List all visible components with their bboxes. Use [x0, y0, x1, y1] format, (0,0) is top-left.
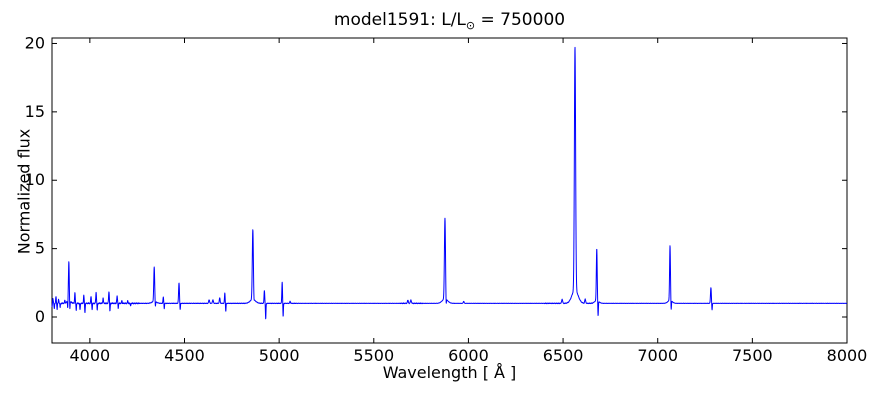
plot-title-prefix: model1591: L/L — [333, 10, 466, 30]
x-tick-label: 7500 — [732, 346, 773, 365]
plot-title-suffix: = 750000 — [475, 10, 566, 30]
y-tick-label: 15 — [25, 102, 45, 121]
x-tick-label: 7000 — [637, 346, 678, 365]
x-tick-label: 4500 — [164, 346, 205, 365]
y-tick-label: 20 — [25, 33, 45, 52]
x-tick-label: 6000 — [448, 346, 489, 365]
solar-symbol: ⊙ — [465, 19, 476, 32]
plot-title: model1591: L/L⊙ = 750000 — [52, 10, 847, 32]
y-tick-label: 10 — [25, 170, 45, 189]
x-tick-label: 5500 — [353, 346, 394, 365]
y-tick-label: 5 — [35, 239, 45, 258]
x-tick-label: 5000 — [259, 346, 300, 365]
x-tick-label: 8000 — [827, 346, 868, 365]
axes-frame — [51, 37, 848, 344]
x-tick-label: 4000 — [69, 346, 110, 365]
y-tick-label: 0 — [35, 307, 45, 326]
x-tick-label: 6500 — [543, 346, 584, 365]
spectrum-line — [51, 46, 848, 320]
x-axis-label: Wavelength [ Å ] — [382, 363, 517, 382]
